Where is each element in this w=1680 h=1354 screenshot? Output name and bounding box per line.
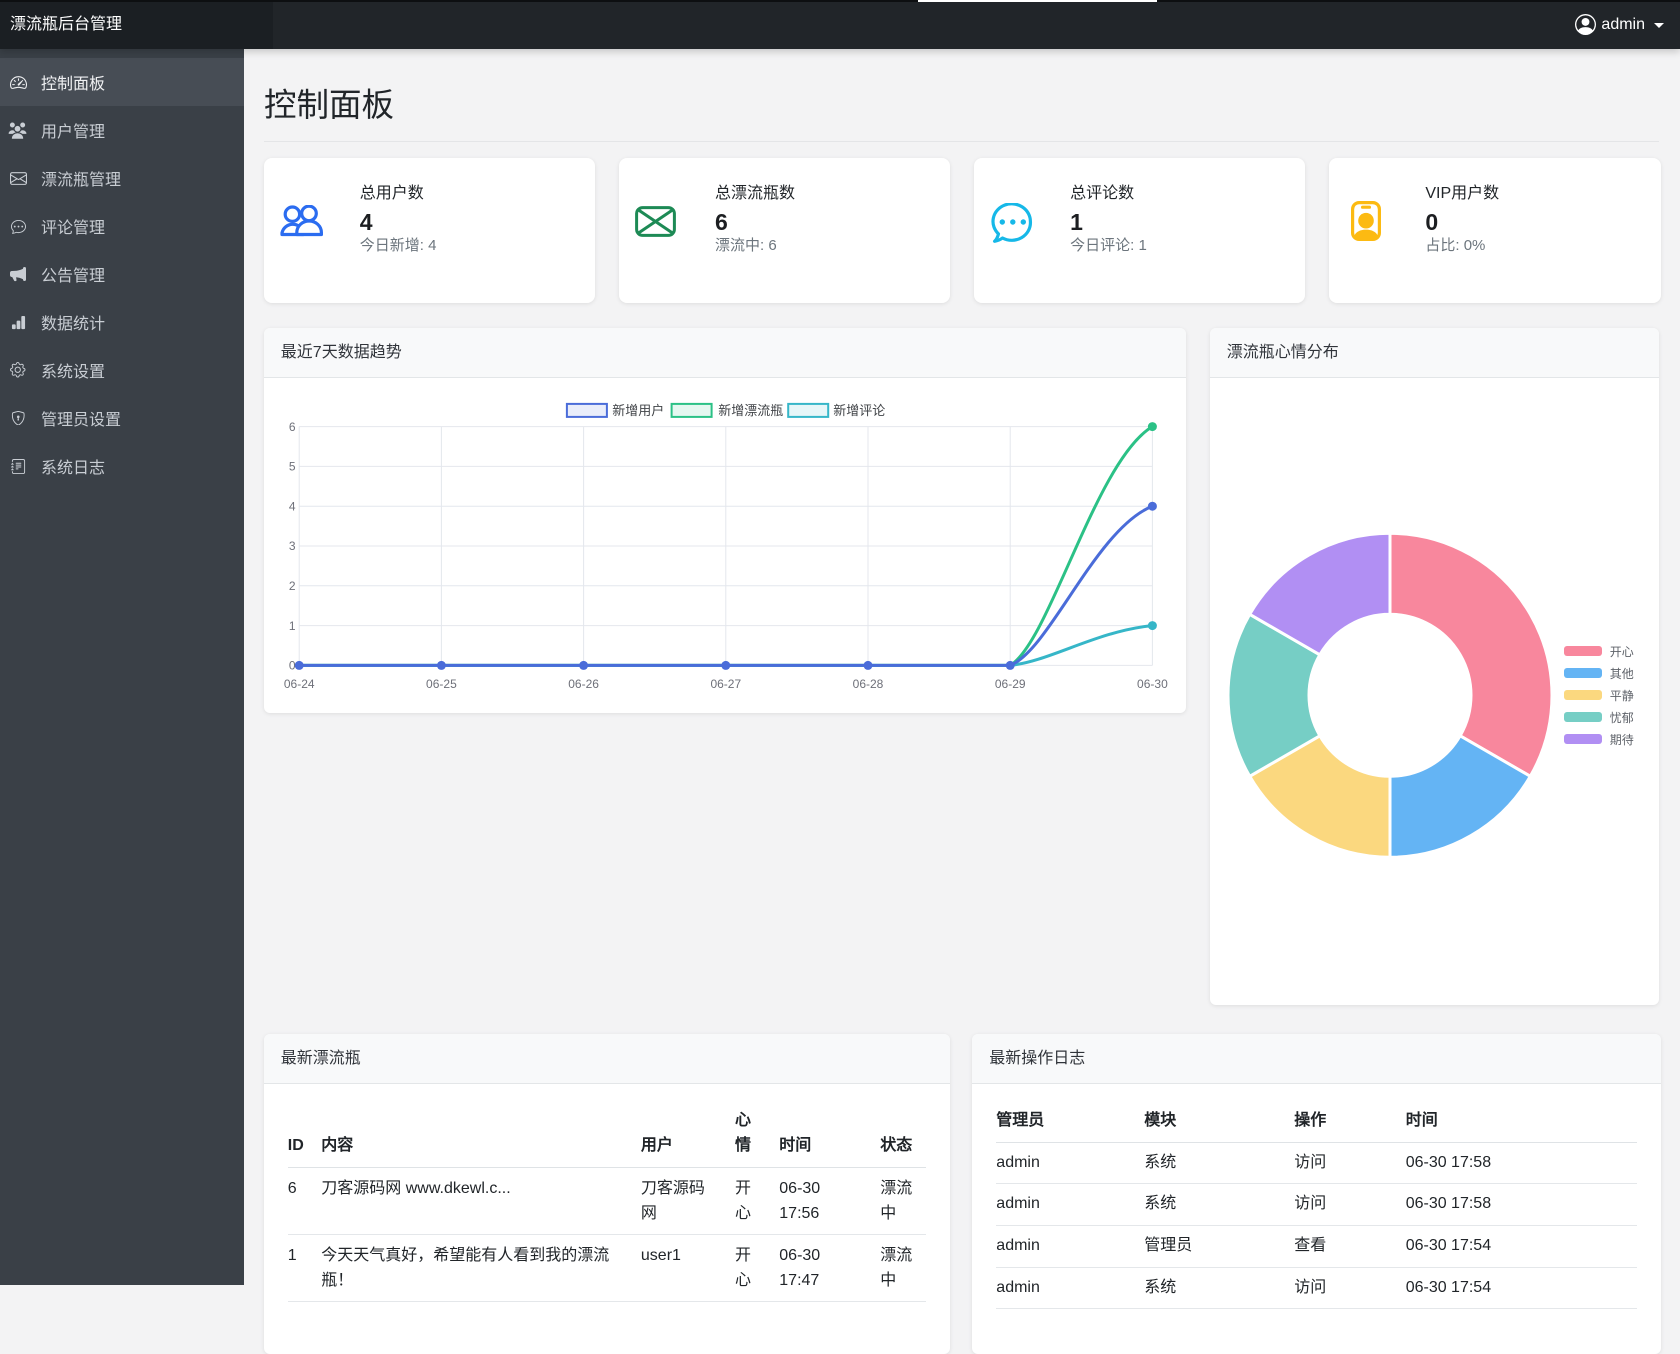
svg-text:2: 2 bbox=[289, 579, 296, 593]
svg-text:06-30: 06-30 bbox=[1137, 677, 1168, 691]
svg-text:新增漂流瓶: 新增漂流瓶 bbox=[718, 403, 783, 418]
svg-text:06-24: 06-24 bbox=[284, 677, 315, 691]
svg-text:新增用户: 新增用户 bbox=[612, 403, 664, 418]
svg-text:06-26: 06-26 bbox=[568, 677, 599, 691]
svg-text:新增评论: 新增评论 bbox=[833, 403, 885, 418]
svg-text:06-29: 06-29 bbox=[995, 677, 1026, 691]
svg-text:3: 3 bbox=[289, 539, 296, 553]
svg-text:5: 5 bbox=[289, 459, 296, 473]
svg-text:06-27: 06-27 bbox=[710, 677, 741, 691]
svg-text:6: 6 bbox=[289, 419, 296, 433]
svg-text:1: 1 bbox=[289, 618, 296, 632]
svg-text:06-25: 06-25 bbox=[426, 677, 457, 691]
svg-text:4: 4 bbox=[289, 499, 296, 513]
svg-text:06-28: 06-28 bbox=[852, 677, 883, 691]
svg-text:0: 0 bbox=[289, 658, 296, 672]
